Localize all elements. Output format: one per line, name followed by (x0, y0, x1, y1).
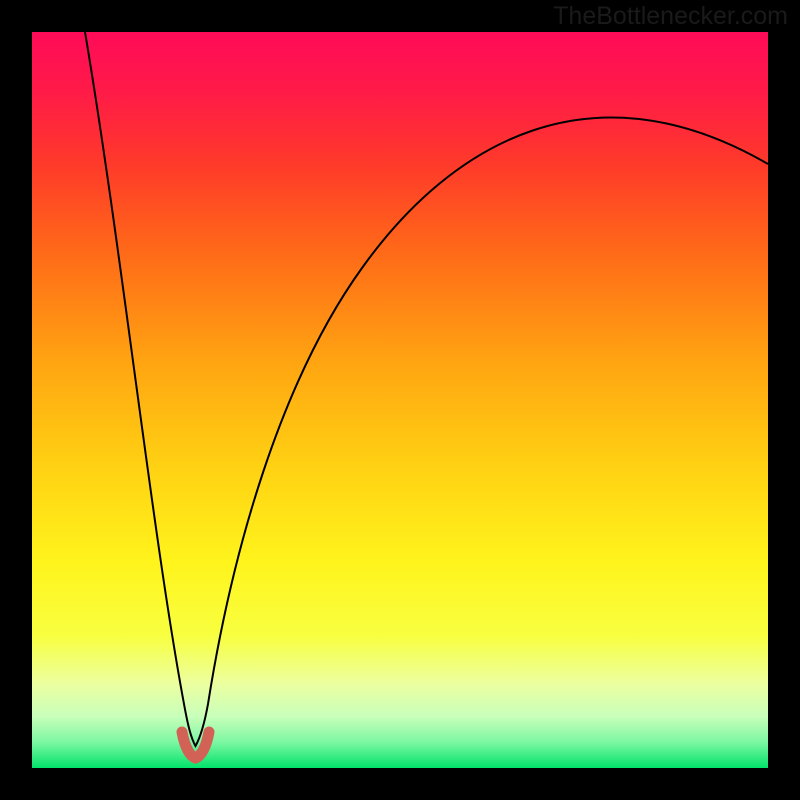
credit-text: TheBottlenecker.com (553, 2, 788, 31)
plot-area (32, 32, 768, 768)
bottleneck-curve (85, 32, 768, 746)
curve-layer (32, 32, 768, 768)
